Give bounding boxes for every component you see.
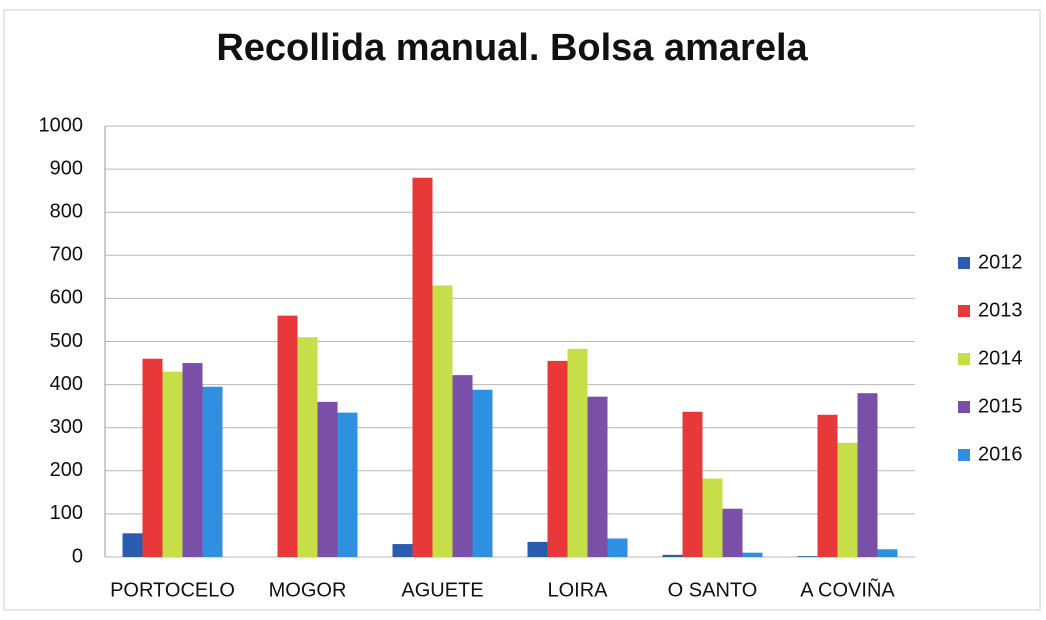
legend-label: 2012 [978, 251, 1023, 273]
bar [547, 360, 568, 557]
bar [392, 544, 413, 557]
legend-swatch [958, 257, 970, 269]
bar [682, 411, 703, 557]
bar [182, 363, 203, 557]
x-tick-label: AGUETE [401, 579, 483, 601]
bar [472, 389, 493, 557]
bar [797, 556, 818, 557]
y-tick-label: 700 [50, 244, 83, 266]
bar [607, 538, 628, 557]
bar [297, 337, 318, 557]
bar [587, 396, 608, 557]
bar [162, 371, 183, 557]
bar [527, 541, 548, 557]
y-tick-label: 600 [50, 287, 83, 309]
y-tick-label: 400 [50, 373, 83, 395]
bar [817, 414, 838, 557]
y-tick-label: 1000 [39, 114, 84, 136]
y-tick-label: 100 [50, 502, 83, 524]
bar [317, 401, 338, 557]
legend-swatch [958, 401, 970, 413]
legend-swatch [958, 353, 970, 365]
bar [837, 442, 858, 557]
x-tick-label: A COVIÑA [800, 577, 895, 601]
legend-label: 2015 [978, 395, 1023, 417]
bar [142, 358, 163, 557]
bar [432, 285, 453, 557]
legend-label: 2014 [978, 347, 1023, 369]
x-tick-label: MOGOR [269, 579, 347, 601]
bar [702, 478, 723, 557]
bar [277, 315, 298, 557]
bar [122, 533, 143, 557]
y-tick-label: 500 [50, 330, 83, 352]
bar [662, 554, 683, 557]
chart-title: Recollida manual. Bolsa amarela [216, 27, 808, 69]
bar [877, 549, 898, 557]
bar [452, 375, 473, 557]
legend-label: 2013 [978, 299, 1023, 321]
bar [742, 552, 763, 557]
y-tick-label: 800 [50, 200, 83, 222]
y-tick-label: 900 [50, 157, 83, 179]
bar [722, 508, 743, 557]
y-tick-label: 300 [50, 416, 83, 438]
x-tick-label: O SANTO [668, 579, 758, 601]
legend-label: 2016 [978, 443, 1023, 465]
bar [412, 177, 433, 557]
legend-swatch [958, 305, 970, 317]
y-tick-label: 200 [50, 459, 83, 481]
legend-swatch [958, 449, 970, 461]
x-tick-label: LOIRA [547, 579, 608, 601]
bar [857, 393, 878, 557]
bar [337, 412, 358, 557]
bar [202, 386, 223, 557]
y-tick-label: 0 [72, 545, 83, 567]
bar [567, 348, 588, 557]
x-tick-label: PORTOCELO [110, 579, 235, 601]
